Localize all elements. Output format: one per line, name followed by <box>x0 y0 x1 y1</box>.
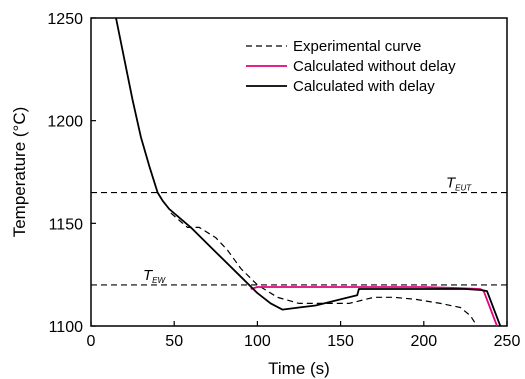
reference-label-subscript: EUT <box>455 184 472 193</box>
axes <box>90 17 508 327</box>
y-tick-label: 1250 <box>47 11 83 28</box>
legend-label-2: Calculated without delay <box>293 58 456 75</box>
x-tick-label: 150 <box>327 333 354 350</box>
y-tick-label: 1200 <box>47 114 83 131</box>
reference-lines: TEUT TEW <box>91 175 507 286</box>
series-line-2 <box>250 286 498 326</box>
series-line-1 <box>170 212 478 326</box>
x-tick-label: 100 <box>244 333 271 350</box>
y-tick-label: 1100 <box>49 319 84 336</box>
x-axis-label: Time (s) <box>268 359 330 378</box>
tick-labels: 0 50 100 150 200 250 1100 1150 1200 1250 <box>47 11 520 350</box>
series-line-3 <box>115 18 502 326</box>
plot-frame <box>90 17 508 327</box>
legend: Experimental curve Calculated without del… <box>246 38 456 95</box>
y-tick-label: 1150 <box>49 216 84 233</box>
legend-label-3: Calculated with delay <box>293 78 435 95</box>
series-lines <box>115 18 502 326</box>
legend-label-1: Experimental curve <box>293 38 421 55</box>
reference-label-ew: TEW <box>143 267 167 285</box>
x-tick-label: 250 <box>494 333 521 350</box>
y-axis-label: Temperature (°C) <box>10 107 29 238</box>
reference-label-subscript: EW <box>152 276 166 285</box>
x-tick-label: 200 <box>410 333 437 350</box>
x-tick-label: 0 <box>87 333 96 350</box>
reference-label-eut: TEUT <box>446 175 472 193</box>
x-tick-label: 50 <box>165 333 183 350</box>
